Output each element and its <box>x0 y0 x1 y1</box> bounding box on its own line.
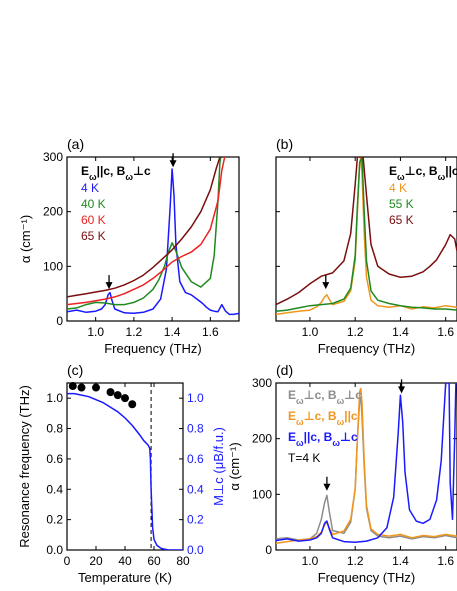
plot-frame <box>275 382 457 551</box>
y2-tick-label: 0.0 <box>187 543 204 557</box>
arrow-head <box>323 483 331 491</box>
x-tick-label: 1.6 <box>437 554 454 568</box>
legend-title: Eω||c, Bω⊥c <box>81 164 151 182</box>
x-tick-label: 1.0 <box>302 554 319 568</box>
x-tick-label: 1.0 <box>87 325 104 339</box>
legend-entry: 40 K <box>81 197 106 211</box>
y2-tick-label: 0.6 <box>187 452 204 466</box>
y-tick-label: 100 <box>252 487 272 501</box>
series-group <box>67 392 183 550</box>
data-point <box>113 391 122 400</box>
y-axis-label: Resonance frequency (THz) <box>17 385 32 548</box>
x-tick-label: 20 <box>89 554 103 568</box>
y-axis-label: α (cm⁻¹) <box>18 215 33 263</box>
arrow-head <box>398 386 406 394</box>
y-tick-label: 100 <box>43 259 63 273</box>
y-tick-label: 0.0 <box>46 543 63 557</box>
data-point <box>68 382 77 391</box>
legend-entry: 4 K <box>389 181 407 195</box>
y-tick-label: 300 <box>43 150 63 164</box>
x-tick-label: 1.4 <box>392 325 409 339</box>
data-point <box>121 394 129 403</box>
panel-label: (b) <box>276 136 293 152</box>
x-axis-label: Temperature (K) <box>78 570 172 585</box>
panel-label: (a) <box>67 136 84 152</box>
y-tick-label: 0 <box>265 543 272 557</box>
legend-title: Eω⊥c, Bω||c <box>389 164 457 182</box>
x-tick-label: 1.2 <box>347 325 364 339</box>
x-tick-label: 1.4 <box>392 554 409 568</box>
y-tick-label: 0.4 <box>46 482 63 496</box>
data-point <box>106 388 115 397</box>
x-axis-label: Frequency (THz) <box>318 570 416 585</box>
x-tick-label: 40 <box>118 554 132 568</box>
plot-frame <box>66 382 184 551</box>
y2-tick-label: 0.4 <box>187 482 204 496</box>
x-tick-label: 0 <box>64 554 71 568</box>
data-point <box>128 400 137 409</box>
panel-d: 1.0 1.2 1.4 1.6 0 100 200 300 Frequency (THz) (d)… <box>227 362 457 585</box>
arrow-head <box>169 160 177 168</box>
data-point <box>92 383 100 392</box>
y-tick-label: 1.0 <box>46 391 63 405</box>
series-line <box>67 157 222 310</box>
series-line <box>276 157 457 312</box>
x-axis-label: Frequency (THz) <box>318 341 416 356</box>
series-line <box>67 168 239 316</box>
y-axis-label: α (cm⁻¹) <box>227 442 242 490</box>
x-axis-label: Frequency (THz) <box>104 341 202 356</box>
series-line <box>67 157 222 298</box>
arrow-head <box>105 282 113 290</box>
panel-a: 1.0 1.2 1.4 1.6 0 100 200 300 Frequency (THz) (a)… <box>18 136 240 356</box>
legend-entry: 65 K <box>389 213 414 227</box>
y2-tick-label: 0.8 <box>187 422 204 436</box>
legend-entry: Eω||c, Bω⊥c <box>288 430 358 448</box>
series-line <box>276 383 457 543</box>
x-tick-label: 60 <box>147 554 161 568</box>
x-tick-label: 1.6 <box>202 325 219 339</box>
series-group <box>67 157 239 316</box>
y-tick-label: 0.2 <box>46 513 63 527</box>
legend-entry: 60 K <box>81 213 106 227</box>
y-tick-label: 300 <box>252 376 272 390</box>
y-tick-label: 0.8 <box>46 422 63 436</box>
legend-entry: 65 K <box>81 229 106 243</box>
legend-note: T=4 K <box>288 451 320 465</box>
y2-tick-label: 0.2 <box>187 513 204 527</box>
series-line <box>276 387 457 545</box>
legend-entry: 4 K <box>81 181 99 195</box>
panel-label: (c) <box>67 362 83 378</box>
plot-frame <box>275 156 457 322</box>
x-tick-label: 80 <box>176 554 190 568</box>
x-tick-label: 1.6 <box>437 325 454 339</box>
y2-tick-label: 1.0 <box>187 391 204 405</box>
panel-label: (d) <box>276 362 293 378</box>
arrow-head <box>322 282 330 290</box>
x-tick-label: 1.2 <box>126 325 143 339</box>
x-tick-label: 1.4 <box>164 325 181 339</box>
series-line <box>276 157 457 306</box>
y-tick-label: 0 <box>56 314 63 328</box>
legend-entry: 55 K <box>389 197 414 211</box>
series-group <box>276 157 457 316</box>
series-group <box>276 383 457 545</box>
legend-entry: Eω⊥c, Bω||c <box>288 409 358 427</box>
x-tick-label: 1.2 <box>347 554 364 568</box>
series-line <box>67 392 183 550</box>
legend-entry: Eω⊥c, Bω⊥c <box>288 388 362 406</box>
y2-axis-label: M⊥c (μB/f.u.) <box>211 427 226 506</box>
plot-frame <box>66 156 240 322</box>
series-line <box>276 157 457 316</box>
y-tick-label: 0.6 <box>46 452 63 466</box>
y-tick-label: 200 <box>43 205 63 219</box>
data-point <box>77 383 86 392</box>
panel-b: 1.0 1.2 1.4 1.6 Frequency (THz) (b) Eω⊥c, Bω||… <box>275 136 457 356</box>
series-line <box>67 157 226 306</box>
x-tick-label: 1.0 <box>302 325 319 339</box>
y-tick-label: 200 <box>252 432 272 446</box>
